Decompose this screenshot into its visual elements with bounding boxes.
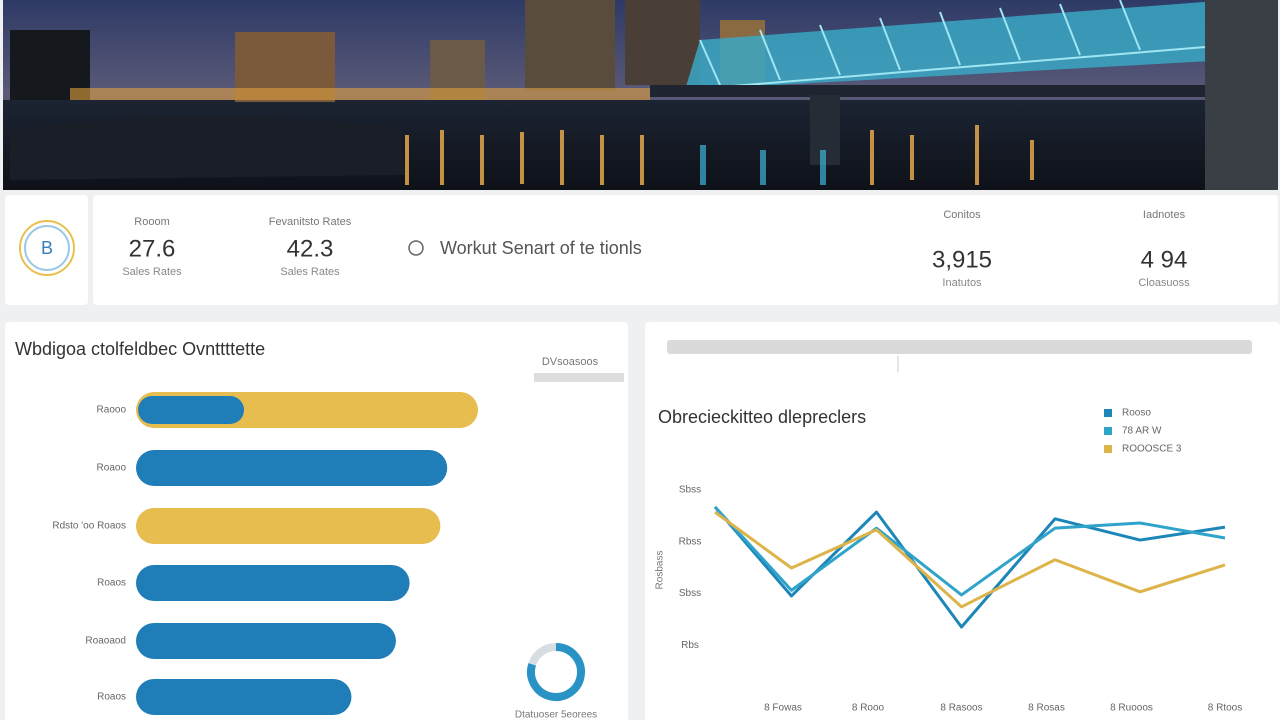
legend-label: ROOOSCE 3: [1122, 444, 1182, 455]
chart-title: Wbdigoa ctolfeldbec Ovnttttette: [15, 339, 265, 359]
legend-swatch: [1104, 409, 1112, 417]
bar: [136, 565, 410, 601]
donut-label: Dtatuoser 5eorees: [515, 710, 597, 720]
legend-bar: [534, 373, 624, 382]
bar-overlay: [138, 396, 245, 424]
stat-value: 27.6: [129, 235, 176, 262]
line-series: [714, 510, 1226, 609]
stat-value: 4 94: [1141, 246, 1188, 273]
chart-title: Obrecieckitteo dlepreclers: [658, 407, 866, 427]
stat-label: Fevanitsto Rates: [269, 216, 352, 228]
stat-label: Rooom: [134, 216, 169, 228]
x-tick-label: 8 Rasoos: [940, 703, 982, 714]
stat-caption: Cloasuoss: [1138, 277, 1190, 289]
bar-label: Roaos: [97, 692, 126, 703]
legend-swatch: [1104, 427, 1112, 435]
donut-segment: [527, 643, 585, 701]
stat-value: 3,915: [932, 246, 992, 273]
stat-label: Conitos: [943, 209, 981, 221]
stat-caption: Inatutos: [942, 277, 982, 289]
bar-label: Roaoaod: [85, 636, 126, 647]
x-tick-label: 8 Rosas: [1028, 703, 1065, 714]
legend-label: 78 AR W: [1122, 426, 1162, 437]
badge-ring: [24, 225, 70, 271]
y-tick-label: Sbss: [679, 485, 701, 496]
headline-icon: [408, 240, 424, 256]
line-series: [713, 505, 1226, 597]
y-tick-label: Rbss: [679, 536, 702, 547]
stats-card: [93, 195, 1278, 305]
line-panel: [645, 322, 1280, 720]
bar-label: Roaoo: [97, 463, 127, 474]
stat-value: 42.3: [287, 235, 334, 262]
stat-label: Iadnotes: [1143, 209, 1186, 221]
legend-swatch: [1104, 445, 1112, 453]
x-tick-label: 8 Ruooos: [1110, 703, 1153, 714]
line-series: [713, 505, 1226, 629]
bar: [136, 450, 448, 486]
bar: [136, 623, 396, 659]
bar: [136, 679, 352, 715]
x-tick-label: 8 Fowas: [764, 703, 802, 714]
y-axis-label: Rosbass: [655, 551, 666, 590]
badge-text: B: [41, 238, 53, 258]
legend-label: Rooso: [1122, 408, 1151, 419]
stat-caption: Sales Rates: [280, 266, 340, 278]
bar-label: Raooo: [97, 405, 127, 416]
bar-label: Rdsto 'oo Roaos: [52, 521, 126, 532]
bar: [136, 508, 441, 544]
x-tick-label: 8 Rtoos: [1208, 703, 1242, 714]
y-tick-label: Rbs: [681, 640, 699, 651]
headline: Workut Senart of te tionls: [440, 238, 642, 258]
x-tick-label: 8 Rooo: [852, 703, 885, 714]
hero-image: [3, 0, 1278, 190]
y-tick-label: Sbss: [679, 588, 701, 599]
badge: [19, 220, 75, 276]
donut-segment: [528, 643, 557, 666]
bar-label: Roaos: [97, 578, 126, 589]
legend-label: DVsoasoos: [542, 356, 599, 368]
stat-caption: Sales Rates: [122, 266, 182, 278]
search-bar: [667, 340, 1252, 354]
